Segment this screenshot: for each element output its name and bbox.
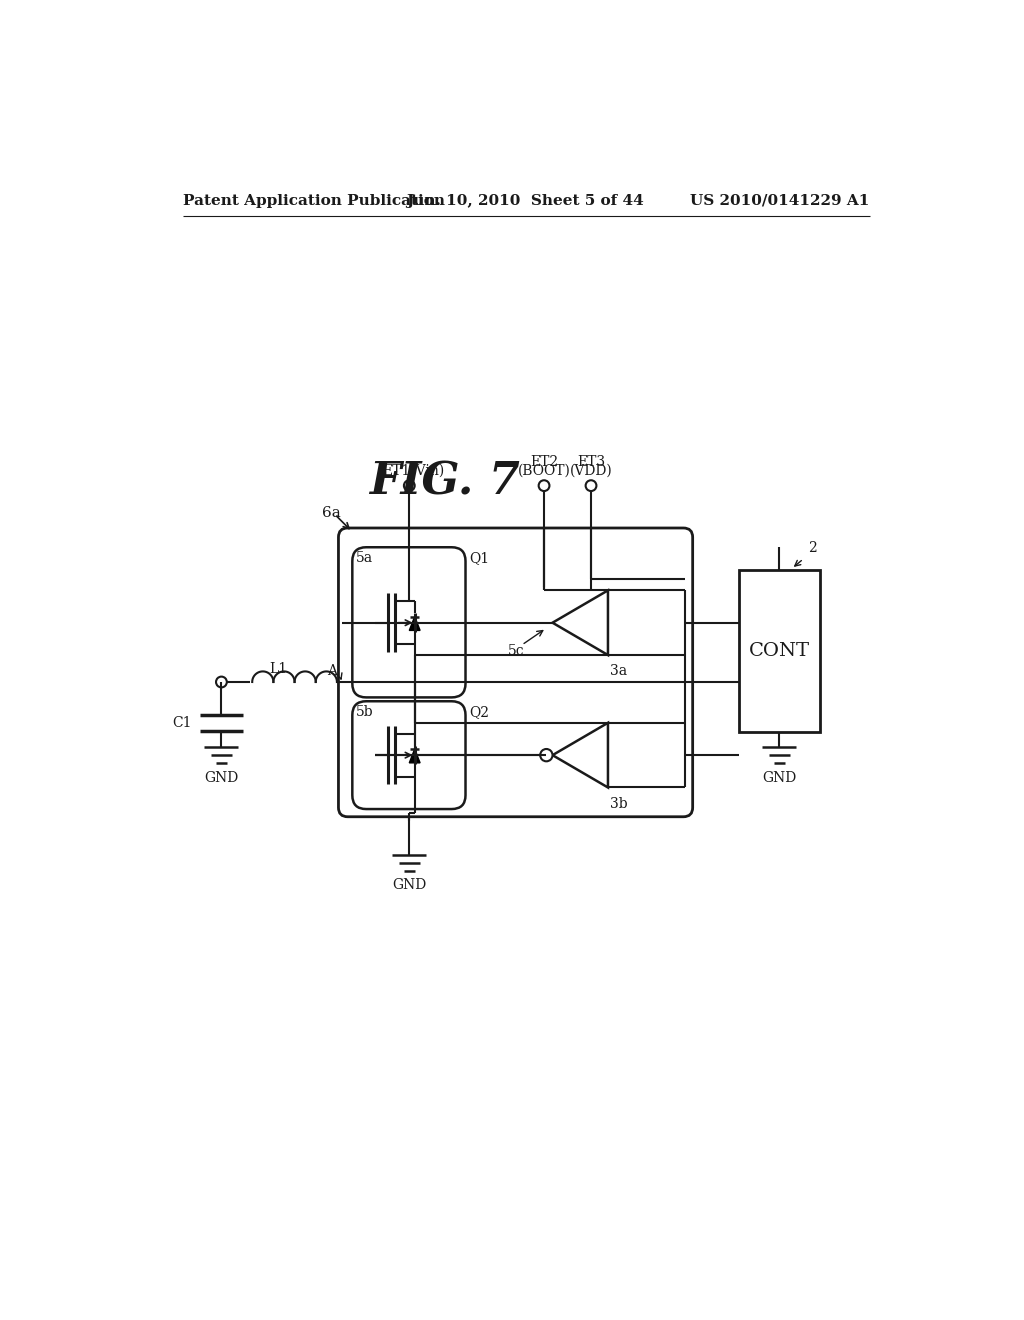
- Text: GND: GND: [762, 771, 797, 784]
- Text: CONT: CONT: [749, 643, 810, 660]
- Text: A: A: [327, 664, 337, 678]
- Text: GND: GND: [392, 878, 426, 892]
- Circle shape: [403, 480, 415, 491]
- Text: 5a: 5a: [356, 552, 374, 565]
- Text: GND: GND: [205, 771, 239, 784]
- Text: Jun. 10, 2010  Sheet 5 of 44: Jun. 10, 2010 Sheet 5 of 44: [406, 194, 644, 207]
- Text: Patent Application Publication: Patent Application Publication: [183, 194, 444, 207]
- Bar: [739, 570, 819, 733]
- Polygon shape: [410, 616, 420, 631]
- Text: 2: 2: [808, 541, 816, 554]
- Text: C1: C1: [173, 715, 193, 730]
- Polygon shape: [553, 723, 608, 788]
- Text: Q2: Q2: [469, 705, 489, 719]
- Text: 3b: 3b: [610, 797, 628, 810]
- Circle shape: [539, 480, 550, 491]
- Text: Q1: Q1: [469, 552, 489, 565]
- Circle shape: [541, 748, 553, 762]
- Polygon shape: [410, 748, 420, 763]
- Circle shape: [216, 677, 226, 688]
- Text: (BOOT): (BOOT): [517, 463, 570, 478]
- Text: (VDD): (VDD): [569, 463, 612, 478]
- Text: US 2010/0141229 A1: US 2010/0141229 A1: [690, 194, 869, 207]
- Text: ET2: ET2: [530, 454, 558, 469]
- Text: 5b: 5b: [356, 705, 374, 719]
- Text: 3a: 3a: [610, 664, 628, 678]
- Text: 6a: 6a: [322, 507, 340, 520]
- Text: FIG. 7: FIG. 7: [370, 461, 520, 503]
- Polygon shape: [553, 590, 608, 655]
- Text: ET3: ET3: [577, 454, 605, 469]
- Text: 5c: 5c: [508, 644, 524, 659]
- Text: L1: L1: [269, 661, 288, 676]
- Circle shape: [586, 480, 596, 491]
- Text: ET1(Vin): ET1(Vin): [382, 463, 444, 478]
